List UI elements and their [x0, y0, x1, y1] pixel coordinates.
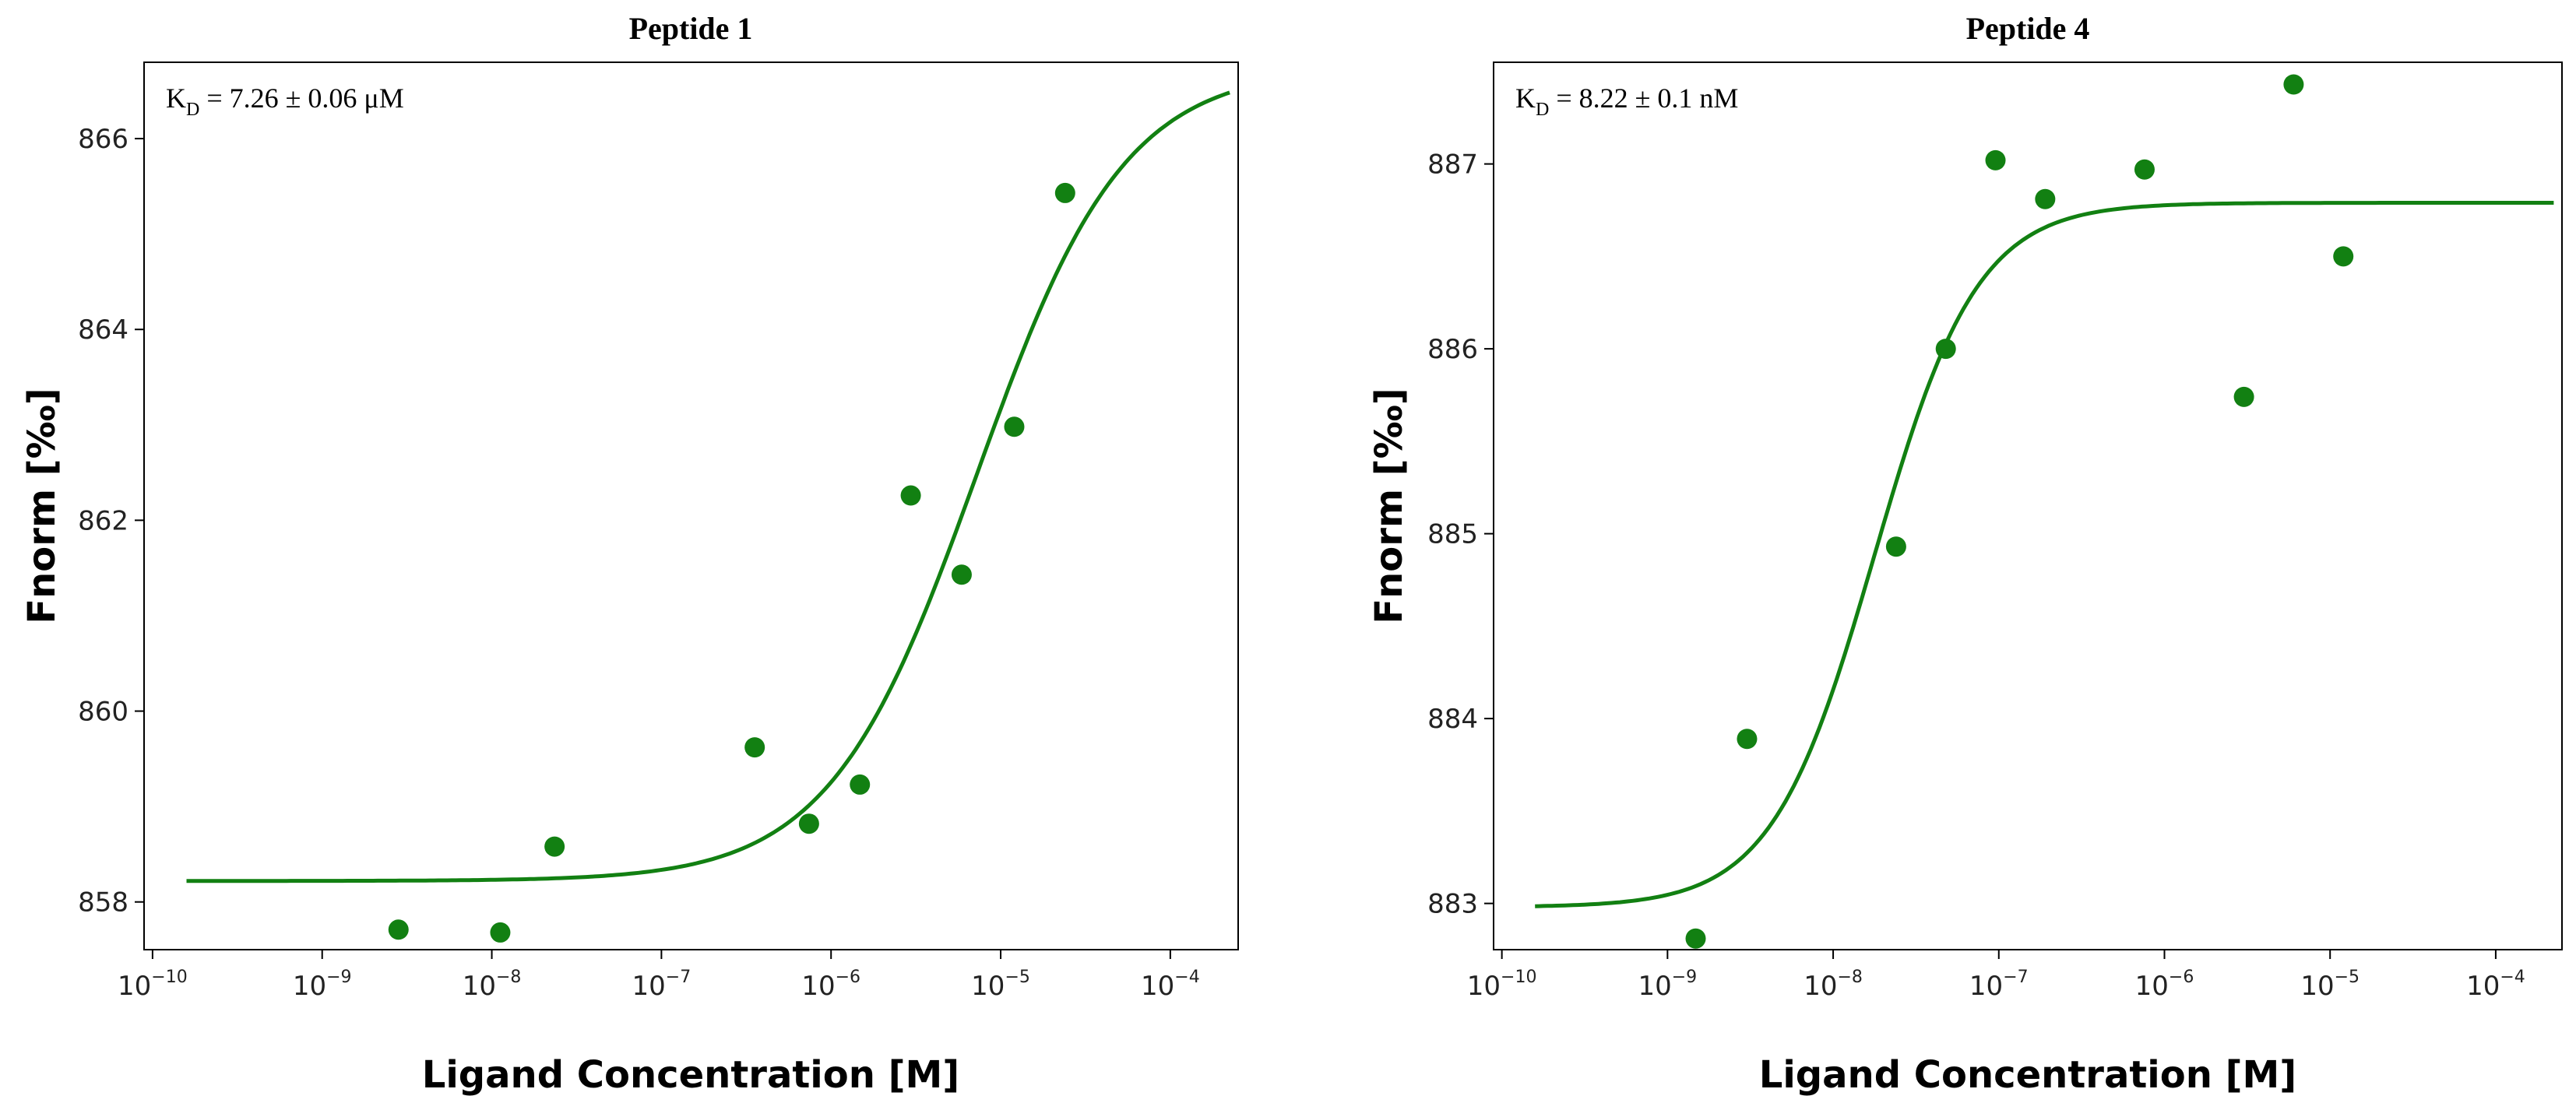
- x-tick-base: 10: [1467, 971, 1501, 1002]
- chart-peptide-4: Peptide 4 KD = 8.22 ± 0.1 nM 10−10 10−9 10…: [1367, 11, 2563, 1097]
- x-tick-exponent: −8: [1837, 968, 1862, 987]
- y-axis-label: Fnorm [‰]: [20, 388, 64, 624]
- x-tick-exponent: −9: [1672, 968, 1697, 987]
- x-tick-base: 10: [1638, 971, 1671, 1002]
- x-tick-exponent: −9: [326, 968, 351, 987]
- x-tick-label: 10−8: [463, 968, 522, 1002]
- data-point: [388, 919, 409, 940]
- data-point: [2233, 386, 2254, 407]
- fit-curve: [1535, 201, 2554, 908]
- x-tick-base: 10: [632, 971, 666, 1002]
- kd-value: = 7.26 ± 0.06 μM: [199, 83, 403, 114]
- kd-subscript: D: [1536, 100, 1549, 120]
- data-point: [2283, 74, 2304, 95]
- y-ticks: 883 884 885 886 887: [1427, 149, 1494, 920]
- data-point: [951, 564, 972, 585]
- x-tick-base: 10: [118, 971, 151, 1002]
- chart-title: Peptide 1: [629, 11, 753, 46]
- kd-annotation: KD = 7.26 ± 0.06 μM: [166, 83, 404, 120]
- x-tick-label: 10−6: [2135, 968, 2194, 1002]
- kd-symbol: K: [1515, 83, 1536, 114]
- x-tick-exponent: −6: [836, 968, 860, 987]
- x-tick-exponent: −7: [666, 968, 691, 987]
- chart-title: Peptide 4: [1966, 11, 2090, 46]
- x-ticks: 10−10 10−9 10−8 10−7 10−6 10−5 10−4: [1467, 950, 2525, 1002]
- data-point: [1935, 339, 1956, 360]
- y-ticks: 858 860 862 864 866: [78, 124, 144, 919]
- x-axis-label: Ligand Concentration [M]: [1759, 1053, 2297, 1097]
- x-tick-exponent: −4: [2500, 968, 2525, 987]
- x-tick-base: 10: [463, 971, 496, 1002]
- x-tick-label: 10−6: [801, 968, 860, 1002]
- x-tick-exponent: −8: [496, 968, 521, 987]
- x-tick-label: 10−5: [2300, 968, 2360, 1002]
- x-tick-exponent: −10: [1501, 968, 1536, 987]
- x-tick-exponent: −6: [2169, 968, 2194, 987]
- data-point: [744, 737, 765, 758]
- kd-annotation: KD = 8.22 ± 0.1 nM: [1515, 83, 1738, 120]
- x-axis-label: Ligand Concentration [M]: [422, 1053, 960, 1097]
- x-tick-exponent: −4: [1174, 968, 1199, 987]
- y-tick-label: 860: [78, 697, 128, 728]
- x-tick-label: 10−7: [1969, 968, 2029, 1002]
- data-point: [1004, 416, 1025, 437]
- x-tick-label: 10−9: [293, 968, 352, 1002]
- y-tick-label: 858: [78, 887, 128, 919]
- fit-curve: [186, 90, 1230, 883]
- x-tick-base: 10: [1141, 971, 1174, 1002]
- plot-frame: [1493, 61, 2563, 950]
- data-point: [1737, 729, 1758, 750]
- x-tick-base: 10: [1969, 971, 2003, 1002]
- data-point: [2333, 246, 2354, 267]
- data-point: [2035, 188, 2056, 209]
- y-tick-label: 864: [78, 314, 128, 346]
- data-point: [798, 813, 819, 834]
- x-ticks: 10−10 10−9 10−8 10−7 10−6 10−5 10−4: [118, 950, 1200, 1002]
- data-point: [2134, 159, 2155, 180]
- data-point: [900, 485, 921, 506]
- data-point: [1885, 536, 1906, 557]
- data-point: [1985, 149, 2006, 170]
- x-tick-label: 10−4: [1141, 968, 1200, 1002]
- data-point: [544, 836, 565, 857]
- x-tick-label: 10−10: [1467, 968, 1537, 1002]
- y-tick-label: 866: [78, 124, 128, 155]
- chart-peptide-1: Peptide 1 KD = 7.26 ± 0.06 μM 10−10 10−9 1…: [20, 11, 1239, 1097]
- x-tick-exponent: −7: [2003, 968, 2028, 987]
- plot-frame: [143, 61, 1239, 950]
- data-point: [490, 922, 511, 943]
- kd-symbol: K: [166, 83, 186, 114]
- x-tick-label: 10−8: [1804, 968, 1863, 1002]
- data-point: [850, 774, 871, 795]
- x-tick-base: 10: [971, 971, 1005, 1002]
- x-tick-base: 10: [293, 971, 326, 1002]
- kd-value: = 8.22 ± 0.1 nM: [1549, 83, 1738, 114]
- x-tick-label: 10−9: [1638, 968, 1697, 1002]
- x-tick-base: 10: [2300, 971, 2334, 1002]
- y-tick-label: 883: [1427, 889, 1478, 920]
- y-axis-label: Fnorm [‰]: [1367, 388, 1411, 624]
- x-tick-base: 10: [2135, 971, 2169, 1002]
- data-points: [1685, 74, 2354, 949]
- x-tick-label: 10−10: [118, 968, 188, 1002]
- x-tick-label: 10−5: [971, 968, 1030, 1002]
- x-tick-base: 10: [2466, 971, 2500, 1002]
- data-points: [388, 182, 1075, 943]
- y-tick-label: 885: [1427, 519, 1478, 550]
- data-point: [1054, 182, 1075, 203]
- x-tick-exponent: −5: [2335, 968, 2360, 987]
- y-tick-label: 886: [1427, 334, 1478, 365]
- x-tick-base: 10: [1804, 971, 1837, 1002]
- x-tick-label: 10−7: [632, 968, 692, 1002]
- x-tick-base: 10: [801, 971, 835, 1002]
- y-tick-label: 862: [78, 505, 128, 536]
- y-tick-label: 887: [1427, 149, 1478, 181]
- kd-subscript: D: [186, 100, 199, 120]
- x-tick-exponent: −5: [1005, 968, 1029, 987]
- x-tick-label: 10−4: [2466, 968, 2525, 1002]
- y-tick-label: 884: [1427, 704, 1478, 735]
- x-tick-exponent: −10: [151, 968, 187, 987]
- data-point: [1685, 928, 1706, 949]
